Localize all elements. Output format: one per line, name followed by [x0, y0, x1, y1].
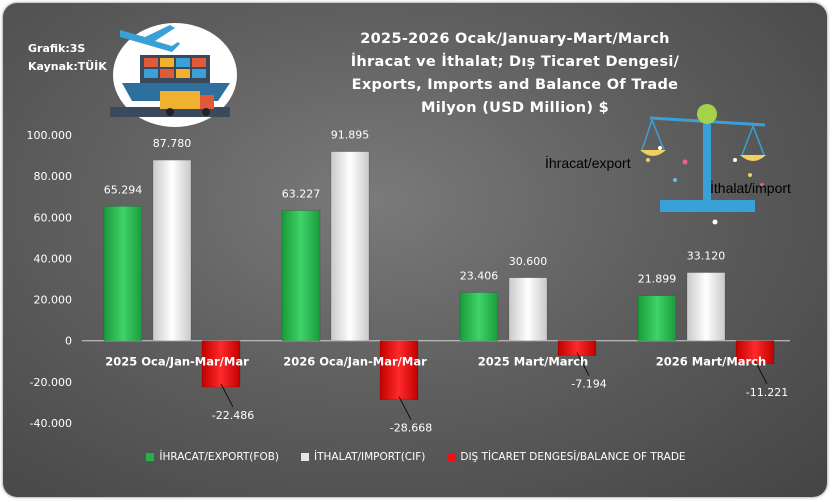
- bar-import: [152, 159, 192, 341]
- legend-item-import: İTHALAT/IMPORT(CIF): [301, 451, 425, 463]
- y-tick-label: -40.000: [30, 417, 72, 430]
- data-label-balance: -28.668: [390, 422, 432, 435]
- data-label-balance: -22.486: [212, 409, 254, 422]
- chart-legend: İHRACAT/EXPORT(FOB) İTHALAT/IMPORT(CIF) …: [0, 451, 832, 463]
- bar-export: [103, 206, 143, 341]
- legend-label-export: İHRACAT/EXPORT(FOB): [159, 451, 280, 463]
- data-label-import: 87.780: [153, 137, 192, 150]
- leader-line: [754, 360, 768, 384]
- legend-label-balance: DIŞ TİCARET DENGESİ/BALANCE OF TRADE: [460, 451, 686, 463]
- chart-title: 2025-2026 Ocak/January-Mart/March İhraca…: [300, 28, 730, 120]
- bar-import: [508, 277, 548, 341]
- legend-swatch-balance: [447, 453, 456, 461]
- title-line-2: İhracat ve İthalat; Dış Ticaret Dengesi/: [350, 54, 680, 70]
- data-label-import: 33.120: [687, 250, 726, 263]
- data-label-balance: -7.194: [571, 378, 606, 391]
- bar-import: [686, 272, 726, 341]
- y-tick-label: 80.000: [34, 170, 73, 183]
- legend-item-export: İHRACAT/EXPORT(FOB): [146, 451, 279, 463]
- legend-label-import: İTHALAT/IMPORT(CIF): [314, 451, 426, 463]
- data-label-import: 30.600: [509, 255, 548, 268]
- data-label-export: 23.406: [460, 270, 499, 283]
- data-label-export: 63.227: [282, 188, 321, 201]
- category-label: 2026 Mart/March: [656, 355, 766, 369]
- legend-swatch-export: [146, 453, 155, 461]
- title-line-1: 2025-2026 Ocak/January-Mart/March: [360, 31, 670, 47]
- data-label-export: 21.899: [638, 273, 677, 286]
- balance-scale-icon: [640, 104, 766, 225]
- bar-balance: [379, 340, 419, 400]
- y-tick-label: 40.000: [34, 252, 73, 265]
- legend-item-balance: DIŞ TİCARET DENGESİ/BALANCE OF TRADE: [447, 451, 686, 463]
- title-line-3: Exports, Imports and Balance Of Trade: [351, 77, 679, 93]
- y-tick-label: -20.000: [30, 376, 72, 389]
- bar-balance: [735, 340, 775, 365]
- y-tick-label: 20.000: [34, 294, 73, 307]
- data-label-balance: -11.221: [746, 386, 788, 399]
- bar-import: [330, 151, 370, 341]
- leader-line: [220, 383, 234, 408]
- leader-line: [576, 352, 590, 376]
- grafik-label: Grafik:3S: [28, 42, 86, 55]
- bar-export: [281, 210, 321, 341]
- plane-ship-truck-icon: [110, 23, 237, 127]
- bar-balance: [557, 340, 597, 356]
- category-label: 2025 Oca/Jan-Mar/Mar: [105, 355, 249, 369]
- y-tick-label: 0: [65, 335, 72, 348]
- title-line-4: Milyon (USD Million) $: [420, 100, 610, 116]
- category-label: 2025 Mart/March: [478, 355, 588, 369]
- export-annotation: İhracat/export: [545, 155, 631, 171]
- y-tick-label: 60.000: [34, 211, 73, 224]
- leader-line: [398, 396, 412, 420]
- legend-swatch-import: [301, 453, 310, 461]
- y-tick-label: 100.000: [27, 129, 73, 142]
- data-label-import: 91.895: [331, 129, 370, 142]
- bar-export: [637, 295, 677, 341]
- bar-balance: [201, 340, 241, 388]
- category-label: 2026 Oca/Jan-Mar/Mar: [283, 355, 427, 369]
- data-label-export: 65.294: [104, 183, 143, 196]
- import-annotation: İthalat/import: [710, 180, 791, 196]
- bar-export: [459, 292, 499, 341]
- source-label: Kaynak:TÜİK: [28, 60, 107, 73]
